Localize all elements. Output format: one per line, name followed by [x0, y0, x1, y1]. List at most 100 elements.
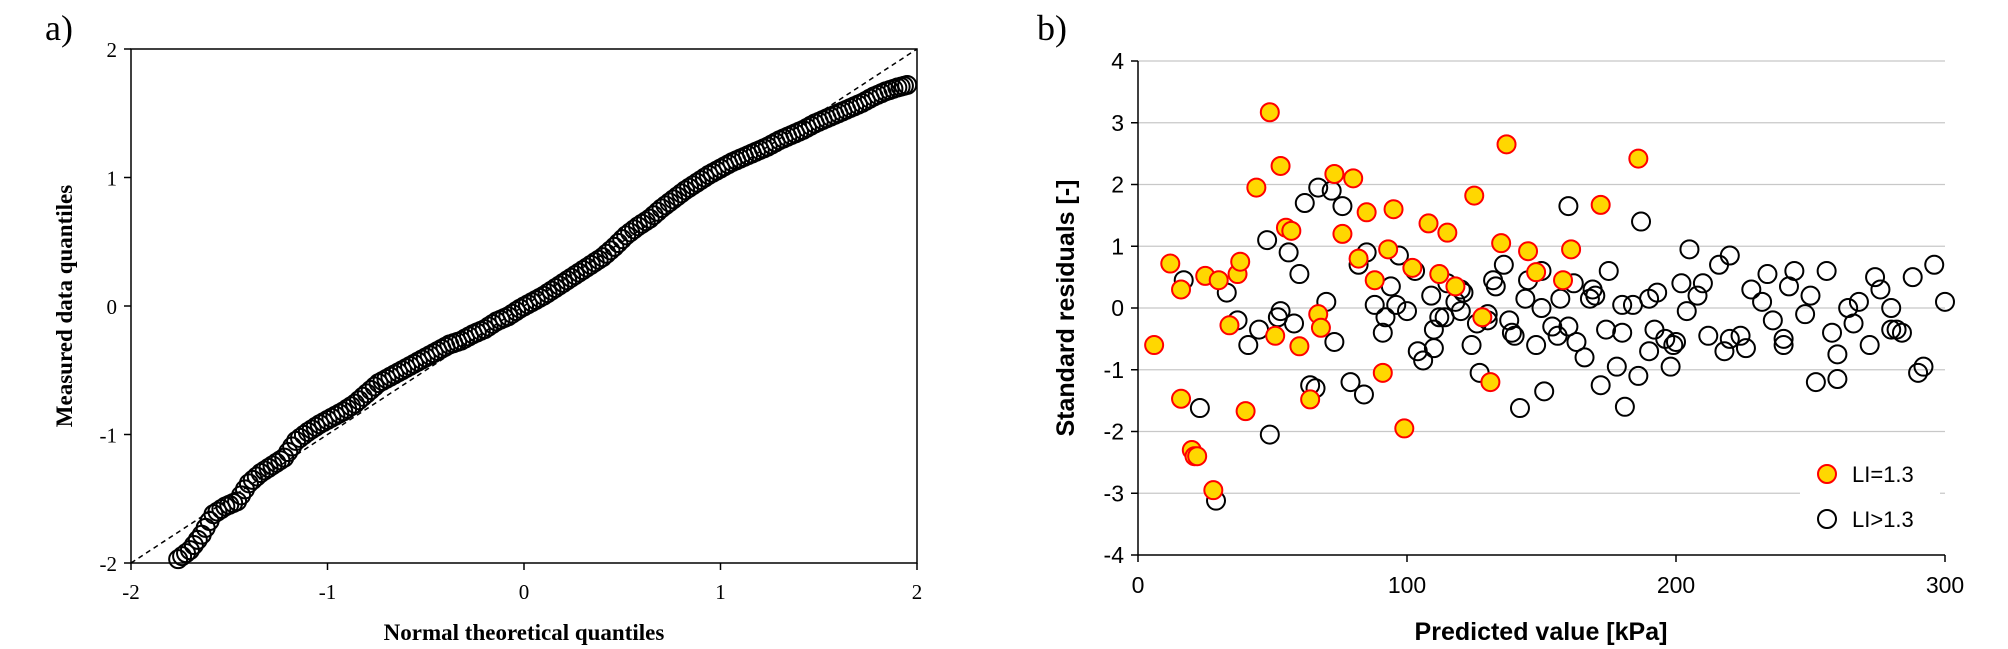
panel-b-points [1144, 102, 1955, 511]
point-li-eq-1-3 [1590, 194, 1611, 215]
point-li-gt-1-3 [1257, 230, 1278, 251]
point-li-gt-1-3 [1800, 285, 1821, 306]
point-li-gt-1-3 [1778, 276, 1799, 297]
y-tick-label-a: -2 [100, 552, 118, 576]
panel-a-points [168, 74, 918, 570]
point-li-eq-1-3 [1332, 223, 1353, 244]
point-li-eq-1-3 [1553, 270, 1574, 291]
point-li-gt-1-3 [1666, 331, 1686, 352]
panel-a: a) -2 -1 0 1 2 -2 -1 0 1 2 Normal theoretical qua… [45, 8, 922, 645]
point-li-eq-1-3 [1480, 372, 1501, 393]
point-li-gt-1-3 [1189, 398, 1210, 419]
point-li-eq-1-3 [1300, 389, 1321, 410]
y-tick-label-b: -3 [1104, 480, 1124, 506]
point-li-gt-1-3 [1558, 196, 1579, 217]
point-li-eq-1-3 [1144, 335, 1165, 356]
point-li-gt-1-3 [1913, 356, 1934, 377]
point-li-gt-1-3 [1822, 322, 1843, 343]
qq-point [612, 229, 633, 250]
point-li-gt-1-3 [1324, 331, 1345, 352]
point-li-gt-1-3 [1762, 310, 1783, 331]
point-li-gt-1-3 [1590, 375, 1611, 396]
point-li-gt-1-3 [1267, 307, 1288, 328]
point-li-gt-1-3 [1238, 335, 1259, 356]
point-li-gt-1-3 [1687, 285, 1708, 306]
legend-marker-li-gt [1817, 509, 1837, 529]
point-li-gt-1-3 [1827, 344, 1848, 365]
legend-label-li-eq: LI=1.3 [1852, 462, 1914, 487]
panel-label-b: b) [1037, 8, 1067, 48]
legend-marker-li-eq [1817, 464, 1837, 484]
point-li-gt-1-3 [1612, 294, 1633, 315]
point-li-gt-1-3 [1719, 328, 1740, 349]
point-li-eq-1-3 [1324, 164, 1345, 185]
point-li-eq-1-3 [1270, 155, 1291, 176]
x-tick-label-a: 1 [715, 580, 726, 604]
point-li-eq-1-3 [1219, 315, 1240, 336]
point-li-eq-1-3 [1394, 418, 1415, 439]
point-li-gt-1-3 [1534, 381, 1555, 402]
point-li-gt-1-3 [1741, 279, 1762, 300]
point-li-gt-1-3 [1692, 273, 1713, 294]
qq-point [360, 379, 381, 400]
point-li-gt-1-3 [1908, 362, 1929, 383]
point-li-gt-1-3 [1493, 254, 1514, 275]
panel-label-a: a) [45, 8, 73, 48]
point-li-gt-1-3 [1773, 328, 1794, 349]
point-li-gt-1-3 [1865, 267, 1886, 288]
qq-point [183, 535, 204, 556]
point-li-gt-1-3 [1461, 335, 1482, 356]
y-axis-label-a: Measured data quantiles [52, 185, 77, 427]
point-li-eq-1-3 [1437, 222, 1458, 243]
point-li-gt-1-3 [1660, 356, 1681, 377]
point-li-eq-1-3 [1348, 248, 1369, 269]
point-li-gt-1-3 [1421, 285, 1442, 306]
point-li-gt-1-3 [1886, 319, 1907, 340]
x-axis-label-b: Predicted value [kPa] [1415, 618, 1668, 646]
point-li-eq-1-3 [1464, 185, 1485, 206]
point-li-gt-1-3 [1881, 319, 1902, 340]
point-li-gt-1-3 [1631, 211, 1652, 232]
y-tick-label-b: 1 [1111, 233, 1124, 259]
x-tick-label-b: 200 [1657, 572, 1695, 598]
y-tick-label-b: 0 [1111, 295, 1124, 321]
x-tick-label-b: 100 [1388, 572, 1426, 598]
point-li-eq-1-3 [1343, 168, 1364, 189]
point-li-gt-1-3 [1598, 260, 1619, 281]
x-axis-label-a: Normal theoretical quantiles [384, 620, 665, 645]
x-tick-label-b: 300 [1926, 572, 1964, 598]
point-li-eq-1-3 [1310, 317, 1331, 338]
point-li-gt-1-3 [1501, 322, 1522, 343]
point-li-gt-1-3 [1423, 338, 1444, 359]
point-li-gt-1-3 [1585, 285, 1606, 306]
point-li-gt-1-3 [1574, 347, 1595, 368]
point-li-gt-1-3 [1566, 331, 1587, 352]
point-li-gt-1-3 [1375, 307, 1396, 328]
point-li-gt-1-3 [1719, 245, 1740, 266]
point-li-eq-1-3 [1230, 251, 1251, 272]
point-li-eq-1-3 [1445, 276, 1466, 297]
y-tick-label-a: 2 [107, 38, 118, 62]
point-li-gt-1-3 [1644, 319, 1665, 340]
point-li-eq-1-3 [1187, 446, 1208, 467]
point-li-gt-1-3 [1870, 279, 1891, 300]
point-li-eq-1-3 [1496, 134, 1517, 155]
y-tick-label-a: 0 [107, 295, 118, 319]
point-li-gt-1-3 [1714, 341, 1735, 362]
point-li-gt-1-3 [1606, 356, 1627, 377]
y-tick-label-b: 3 [1111, 110, 1124, 136]
point-li-gt-1-3 [1698, 325, 1719, 346]
x-tick-label-a: -2 [122, 580, 140, 604]
point-li-eq-1-3 [1160, 253, 1181, 274]
point-li-gt-1-3 [1827, 369, 1848, 390]
point-li-gt-1-3 [1278, 242, 1299, 263]
y-tick-label-b: -2 [1104, 419, 1124, 445]
point-li-gt-1-3 [1671, 273, 1692, 294]
point-li-gt-1-3 [1526, 335, 1547, 356]
point-li-gt-1-3 [1843, 313, 1864, 334]
point-li-gt-1-3 [1628, 365, 1649, 386]
point-li-eq-1-3 [1259, 102, 1280, 123]
point-li-eq-1-3 [1208, 270, 1229, 291]
point-li-gt-1-3 [1709, 254, 1730, 275]
x-tick-label-a: 0 [519, 580, 530, 604]
